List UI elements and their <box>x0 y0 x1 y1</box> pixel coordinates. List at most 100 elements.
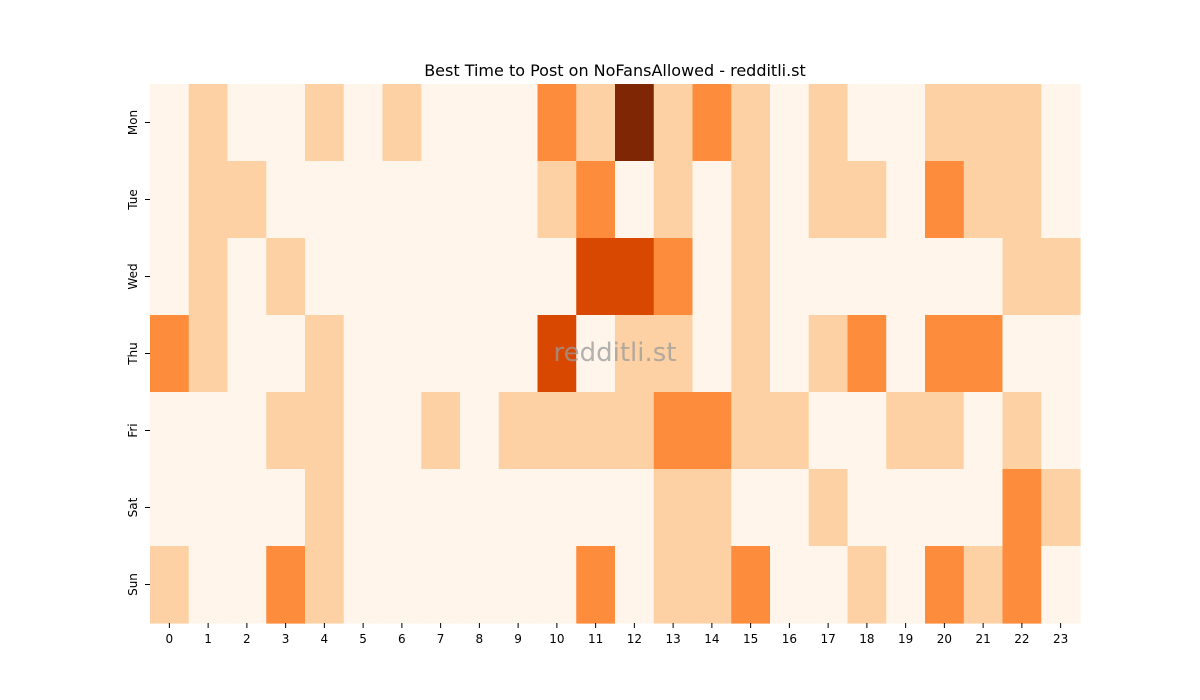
heatmap-cell-sat-6 <box>382 469 422 547</box>
heatmap-cell-fri-12 <box>615 392 655 470</box>
heatmap-cell-wed-10 <box>537 238 577 316</box>
heatmap-cell-wed-7 <box>421 238 461 316</box>
heatmap-cell-wed-0 <box>150 238 190 316</box>
heatmap-cell-wed-12 <box>615 238 655 316</box>
heatmap-cell-sat-21 <box>963 469 1004 547</box>
heatmap-cell-tue-6 <box>382 161 422 239</box>
heatmap-cell-mon-21 <box>963 84 1004 162</box>
heatmap-cell-sat-23 <box>1041 469 1081 547</box>
heatmap-cell-mon-20 <box>925 84 965 162</box>
heatmap-cell-sun-6 <box>382 546 422 624</box>
heatmap-cell-sun-22 <box>1002 546 1042 624</box>
heatmap-cell-fri-16 <box>770 392 810 470</box>
heatmap-cell-fri-15 <box>731 392 771 470</box>
heatmap-cell-tue-4 <box>305 161 345 239</box>
heatmap-cell-thu-5 <box>343 315 384 393</box>
heatmap-cell-thu-17 <box>808 315 849 393</box>
heatmap-cell-mon-7 <box>421 84 461 162</box>
heatmap-cell-thu-11 <box>576 315 616 393</box>
heatmap-cell-sat-22 <box>1002 469 1042 547</box>
x-tick-label: 22 <box>1014 632 1029 646</box>
heatmap-cell-sat-11 <box>576 469 616 547</box>
x-tick-label: 18 <box>859 632 874 646</box>
heatmap-cell-mon-3 <box>266 84 306 162</box>
heatmap-cell-tue-9 <box>498 161 539 239</box>
x-tick-label: 21 <box>975 632 990 646</box>
heatmap-cell-sun-17 <box>808 546 849 624</box>
x-tick-label: 12 <box>627 632 642 646</box>
heatmap-cell-wed-3 <box>266 238 306 316</box>
heatmap-cell-thu-19 <box>886 315 926 393</box>
heatmap-cell-sun-18 <box>847 546 887 624</box>
heatmap-cell-tue-1 <box>188 161 229 239</box>
heatmap-cell-tue-0 <box>150 161 190 239</box>
heatmap-cell-tue-16 <box>770 161 810 239</box>
heatmap-cell-sat-16 <box>770 469 810 547</box>
y-tick-label: Thu <box>126 342 140 366</box>
x-tick-label: 20 <box>937 632 952 646</box>
heatmap-cell-tue-11 <box>576 161 616 239</box>
heatmap-cell-sat-18 <box>847 469 887 547</box>
heatmap-cell-wed-16 <box>770 238 810 316</box>
heatmap-cell-wed-4 <box>305 238 345 316</box>
heatmap-cell-fri-17 <box>808 392 849 470</box>
x-tick-label: 8 <box>476 632 484 646</box>
x-tick-label: 6 <box>398 632 406 646</box>
y-tick-label: Mon <box>126 110 140 135</box>
heatmap-cell-mon-0 <box>150 84 190 162</box>
heatmap-cell-sat-1 <box>188 469 229 547</box>
heatmap-cell-tue-17 <box>808 161 849 239</box>
heatmap-cell-fri-5 <box>343 392 384 470</box>
heatmap-cell-sun-5 <box>343 546 384 624</box>
heatmap-cells <box>150 84 1081 624</box>
heatmap-cell-thu-6 <box>382 315 422 393</box>
heatmap-cell-sat-10 <box>537 469 577 547</box>
heatmap-cell-wed-11 <box>576 238 616 316</box>
heatmap-cell-fri-2 <box>227 392 267 470</box>
x-tick-label: 7 <box>437 632 445 646</box>
heatmap-cell-wed-17 <box>808 238 849 316</box>
heatmap-cell-sat-20 <box>925 469 965 547</box>
heatmap-cell-sat-17 <box>808 469 849 547</box>
heatmap-cell-sun-7 <box>421 546 461 624</box>
heatmap-cell-fri-3 <box>266 392 306 470</box>
x-tick-label: 19 <box>898 632 913 646</box>
heatmap-cell-thu-9 <box>498 315 539 393</box>
heatmap-cell-sat-13 <box>653 469 694 547</box>
heatmap-cell-sat-2 <box>227 469 267 547</box>
heatmap-cell-wed-5 <box>343 238 384 316</box>
x-tick-label: 23 <box>1053 632 1068 646</box>
heatmap-cell-mon-16 <box>770 84 810 162</box>
heatmap-cell-wed-6 <box>382 238 422 316</box>
heatmap-cell-mon-23 <box>1041 84 1081 162</box>
heatmap-cell-mon-6 <box>382 84 422 162</box>
heatmap-cell-sun-9 <box>498 546 539 624</box>
y-tick-label: Sun <box>126 573 140 596</box>
y-tick-label: Wed <box>126 263 140 289</box>
heatmap-cell-mon-13 <box>653 84 694 162</box>
heatmap-cell-tue-19 <box>886 161 926 239</box>
heatmap-cell-tue-2 <box>227 161 267 239</box>
heatmap-cell-fri-14 <box>692 392 732 470</box>
heatmap-cell-mon-22 <box>1002 84 1042 162</box>
heatmap-cell-mon-14 <box>692 84 732 162</box>
x-tick-label: 4 <box>321 632 329 646</box>
heatmap-cell-thu-8 <box>460 315 500 393</box>
heatmap-cell-thu-10 <box>537 315 577 393</box>
heatmap-cell-mon-4 <box>305 84 345 162</box>
heatmap-cell-fri-23 <box>1041 392 1081 470</box>
heatmap-cell-tue-22 <box>1002 161 1042 239</box>
heatmap-cell-mon-9 <box>498 84 539 162</box>
heatmap-cell-tue-8 <box>460 161 500 239</box>
heatmap-cell-fri-10 <box>537 392 577 470</box>
heatmap-cell-tue-5 <box>343 161 384 239</box>
x-tick-label: 5 <box>359 632 367 646</box>
heatmap-cell-mon-11 <box>576 84 616 162</box>
x-tick-label: 3 <box>282 632 290 646</box>
y-tick-label: Tue <box>126 189 140 211</box>
heatmap-cell-thu-23 <box>1041 315 1081 393</box>
heatmap-cell-sun-14 <box>692 546 732 624</box>
heatmap-cell-thu-16 <box>770 315 810 393</box>
x-tick-label: 1 <box>204 632 212 646</box>
heatmap-cell-sun-21 <box>963 546 1004 624</box>
